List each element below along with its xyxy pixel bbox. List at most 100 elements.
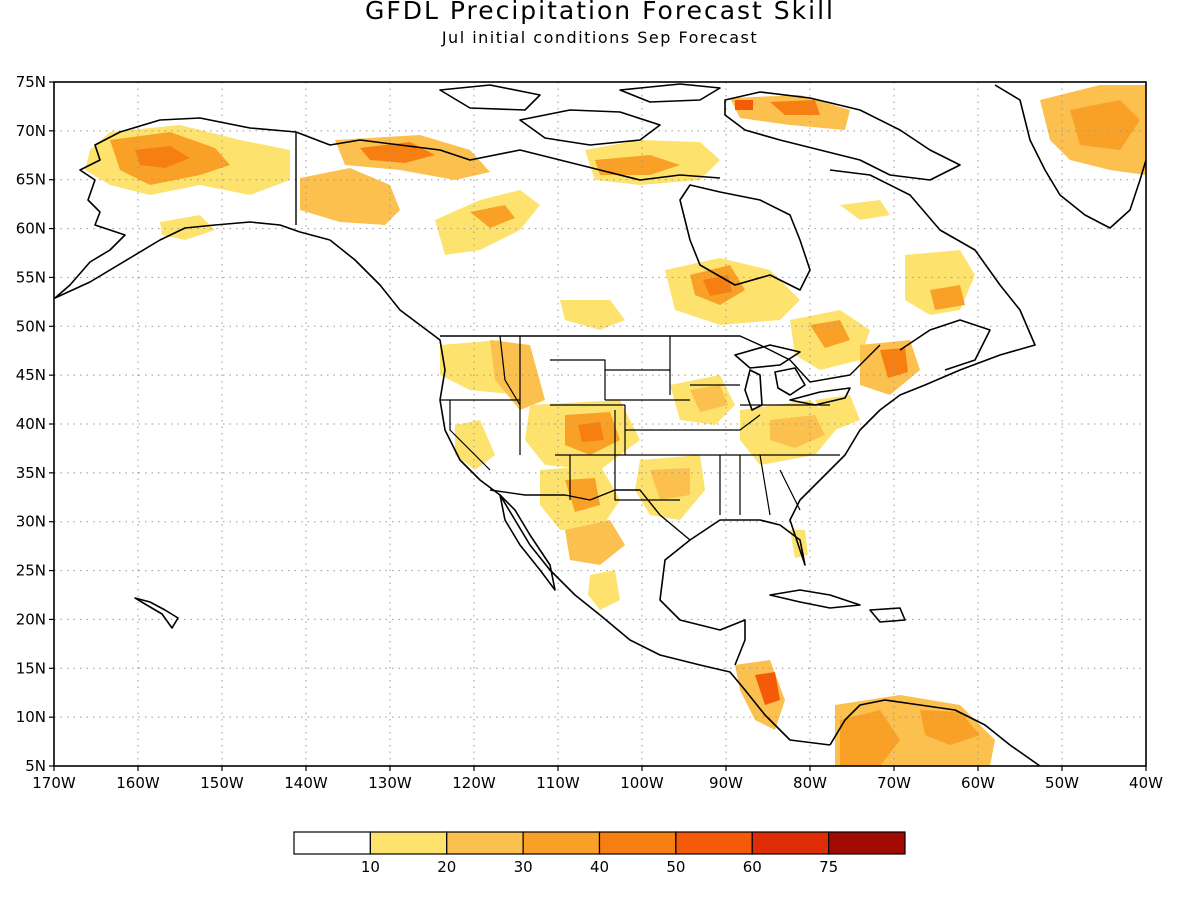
lat-tick-label: 65N <box>16 171 46 189</box>
lat-tick-label: 55N <box>16 268 46 286</box>
banks-island-coast <box>439 84 541 111</box>
coastlines <box>54 83 1146 766</box>
skill-shading <box>85 85 1146 766</box>
lon-tick-label: 120W <box>452 774 496 792</box>
canada-arctic-coast <box>295 131 721 181</box>
colorbar-swatch <box>828 831 906 855</box>
lon-tick-label: 50W <box>1045 774 1079 792</box>
map-subtitle: Jul initial conditions Sep Forecast <box>441 28 759 47</box>
lon-tick-label: 170W <box>32 774 76 792</box>
skill-area-florida <box>790 530 808 558</box>
skill-area-mid-atlantic <box>815 395 860 430</box>
lon-tick-label: 130W <box>368 774 412 792</box>
lat-tick-label: 60N <box>16 220 46 238</box>
baffin-island-coast <box>724 91 961 181</box>
lat-lon-gridlines <box>54 82 1146 766</box>
lake-huron <box>774 367 806 396</box>
lat-tick-label: 20N <box>16 610 46 628</box>
us-state-lines <box>440 335 840 516</box>
lon-tick-label: 40W <box>1129 774 1163 792</box>
hudson-bay-coast <box>679 184 811 291</box>
colorbar-swatch <box>598 831 677 855</box>
skill-area-sierra-madre <box>565 520 625 565</box>
skill-area-quebec-core <box>810 320 850 348</box>
skill-area-mexico-south <box>588 570 620 610</box>
latitude-axis: 5N 10N 15N 20N 25N 30N 35N 40N 45N 50N 55N 60N 65N 70… <box>16 73 54 775</box>
lat-tick-label: 45N <box>16 366 46 384</box>
greenland-coast <box>994 84 1146 229</box>
colorbar-swatch <box>522 831 601 855</box>
skill-area-arizona-core <box>565 478 600 512</box>
st-lawrence <box>899 319 991 371</box>
lat-tick-label: 10N <box>16 708 46 726</box>
lon-tick-label: 90W <box>709 774 743 792</box>
lon-tick-label: 110W <box>536 774 580 792</box>
skill-area-baffin-core <box>770 100 820 115</box>
lat-tick-label: 30N <box>16 513 46 531</box>
colorbar-swatch <box>675 831 753 855</box>
skill-area-nicaragua-peak <box>755 672 780 705</box>
colorbar-label: 75 <box>819 858 838 876</box>
cuba-coast <box>769 589 861 609</box>
south-america-coast <box>829 699 1041 766</box>
lat-tick-label: 50N <box>16 317 46 335</box>
skill-area-arctic-core <box>595 155 680 175</box>
lon-tick-label: 60W <box>961 774 995 792</box>
lon-tick-label: 70W <box>877 774 911 792</box>
map-title: GFDL Precipitation Forecast Skill <box>364 0 835 25</box>
ellesmere-coast <box>619 83 721 103</box>
lake-michigan <box>744 369 763 411</box>
colorbar-label: 10 <box>361 858 380 876</box>
colorbar-label: 50 <box>666 858 685 876</box>
us-mexico-border <box>489 489 691 541</box>
victoria-island-coast <box>519 109 661 146</box>
longitude-axis: 170W 160W 150W 140W 130W 120W 110W 100W 90W 80W 70… <box>32 766 1163 792</box>
pacific-coast <box>329 239 831 746</box>
baja-coast <box>499 494 556 591</box>
skill-area-yukon <box>300 168 400 225</box>
skill-area-alaska-peak <box>135 146 190 168</box>
lat-tick-label: 40N <box>16 415 46 433</box>
lon-tick-label: 150W <box>200 774 244 792</box>
skill-area-texas-core <box>650 468 690 500</box>
colorbar-swatch <box>446 831 524 855</box>
lat-tick-label: 75N <box>16 73 46 91</box>
labrador-coast <box>659 169 1036 666</box>
colorbar-swatch <box>293 831 371 855</box>
lon-tick-label: 100W <box>620 774 664 792</box>
colorbar-label: 40 <box>590 858 609 876</box>
lat-tick-label: 25N <box>16 562 46 580</box>
colorbar-label: 20 <box>437 858 456 876</box>
lake-erie-ontario <box>789 387 851 406</box>
lat-tick-label: 35N <box>16 464 46 482</box>
us-canada-border <box>440 335 881 383</box>
skill-area-saskatchewan <box>560 300 625 330</box>
skill-area-iowa <box>690 385 728 412</box>
colorbar-label: 30 <box>514 858 533 876</box>
skill-area-venezuela-core <box>920 710 980 745</box>
lon-tick-label: 80W <box>793 774 827 792</box>
skill-area-hudson-peak <box>703 275 732 296</box>
lat-tick-label: 70N <box>16 122 46 140</box>
skill-area-greenland-core <box>1070 100 1140 150</box>
colorbar-swatch <box>369 831 448 855</box>
hispaniola-coast <box>869 607 906 623</box>
skill-area-labrador-core <box>930 285 965 310</box>
hawaii-coast <box>134 597 179 629</box>
colorbar-label: 60 <box>743 858 762 876</box>
alaska-coast <box>54 117 331 299</box>
skill-area-colorado-peak <box>578 422 604 442</box>
skill-area-ohio-core <box>770 415 825 448</box>
skill-area-california <box>455 420 495 470</box>
colorbar-swatch <box>751 831 830 855</box>
skill-area-ungava <box>840 200 890 220</box>
colorbar: 10 20 30 40 50 60 75 <box>293 831 906 876</box>
skill-area-baffin-peak <box>735 100 753 110</box>
skill-area-bc-core <box>470 205 515 228</box>
lon-tick-label: 140W <box>284 774 328 792</box>
skill-area-idaho <box>490 340 545 410</box>
lat-tick-label: 15N <box>16 659 46 677</box>
lat-tick-label: 5N <box>25 757 46 775</box>
skill-area-colombia-core <box>840 710 900 766</box>
